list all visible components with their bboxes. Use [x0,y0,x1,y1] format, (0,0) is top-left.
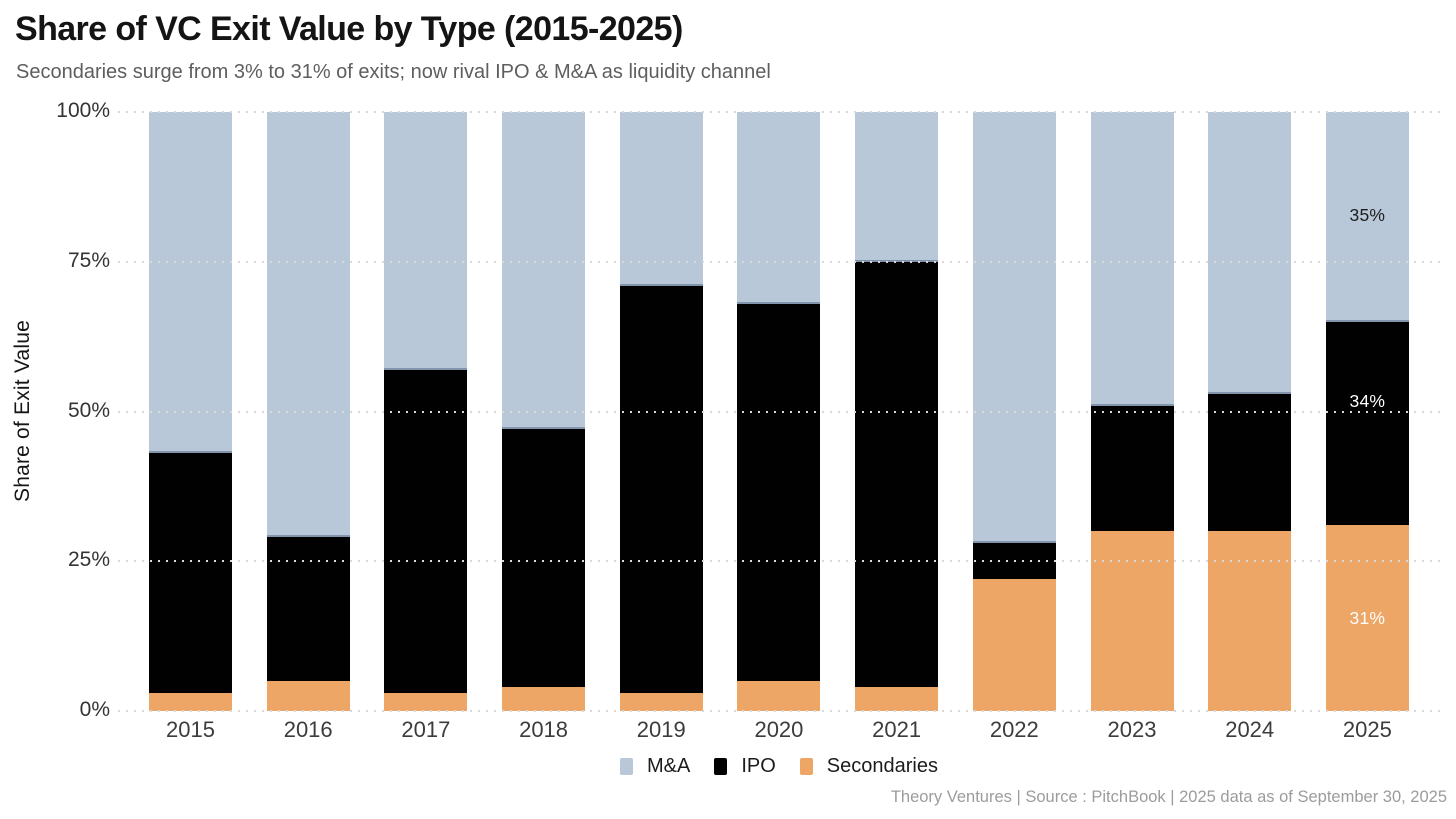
chart-title: Share of VC Exit Value by Type (2015-202… [15,10,683,48]
x-tick-2016: 2016 [283,717,333,742]
segment-mna-2018 [502,112,586,430]
y-tick-25: 25% [67,548,110,572]
segment-secondaries-2015 [149,693,232,711]
x-tick-2018: 2018 [519,717,569,742]
chart-subtitle: Secondaries surge from 3% to 31% of exit… [16,61,771,83]
bar-2017: 2017 [384,112,468,742]
segment-mna-2016 [266,112,350,538]
y-tick-75: 75% [67,248,110,272]
plot-area: 2015 2016 2017 2018 2019 2020 2021 2022 2023 2024… [118,111,1440,742]
bar-2019: 2019 [619,112,703,742]
gridline-0 [118,710,1440,712]
bar-2021: 2021 [855,112,939,742]
segment-secondaries-2016 [266,681,350,711]
y-tick-100: 100% [56,99,110,122]
gridline-75 [118,260,1440,263]
x-tick-2025: 2025 [1342,717,1392,742]
segment-secondaries-2019 [619,693,703,711]
segment-ipo-2025: 34% [1325,321,1409,526]
bar-2025: 31% 34% 35% 2025 [1325,112,1409,742]
x-tick-2015: 2015 [166,717,215,742]
segment-secondaries-2018 [502,687,586,711]
value-label-ipo-2025: 34% [1349,390,1386,411]
segment-ipo-2020 [737,303,821,682]
legend-swatch-secondaries [799,758,813,775]
gridline-50 [118,410,1440,413]
x-tick-2022: 2022 [989,717,1039,742]
bars-container: 2015 2016 2017 2018 2019 2020 2021 2022 2023 2024… [118,112,1440,742]
bar-2018: 2018 [502,112,586,742]
x-tick-2017: 2017 [401,717,451,742]
segment-mna-2023 [1090,112,1174,406]
segment-ipo-2019 [619,285,703,694]
legend-swatch-mna [620,758,633,775]
segment-ipo-2018 [502,429,586,688]
legend-label-mna: M&A [647,755,691,777]
segment-mna-2022 [972,112,1056,544]
y-tick-0: 0% [79,698,110,721]
legend-label-ipo: IPO [741,755,776,777]
gridline-25 [118,560,1440,563]
x-tick-2023: 2023 [1107,717,1157,742]
segment-ipo-2016 [266,537,350,682]
footer-credit: Theory Ventures | Source : PitchBook | 2… [890,788,1447,806]
segment-secondaries-2020 [737,681,821,711]
x-tick-2019: 2019 [636,717,686,742]
segment-ipo-2021 [855,261,939,688]
segment-ipo-2017 [384,369,468,694]
segment-mna-2021 [855,112,939,262]
segment-mna-2017 [384,112,468,370]
segment-mna-2020 [737,112,821,304]
x-tick-2021: 2021 [872,717,922,742]
bar-2015: 2015 [149,112,232,742]
legend: M&A IPO Secondaries [118,755,1440,778]
segment-secondaries-2017 [384,693,468,711]
segment-mna-2015 [149,112,232,454]
y-tick-50: 50% [67,398,110,422]
segment-mna-2019 [619,112,703,286]
segment-mna-2025: 35% [1325,112,1409,322]
legend-item-secondaries: Secondaries [799,755,938,778]
x-tick-2020: 2020 [754,717,804,742]
segment-ipo-2023 [1090,405,1174,532]
segment-secondaries-2023 [1090,531,1174,711]
legend-item-mna: M&A [620,755,690,778]
segment-ipo-2024 [1208,393,1292,532]
segment-ipo-2015 [149,453,232,694]
gridline-100 [118,111,1440,113]
segment-secondaries-2021 [855,687,939,711]
bar-2020: 2020 [737,112,821,742]
segment-secondaries-2024 [1208,531,1292,711]
value-label-mna-2025: 35% [1349,205,1386,226]
value-label-secondaries-2025: 31% [1349,607,1386,628]
segment-mna-2024 [1208,112,1292,394]
legend-item-ipo: IPO [714,755,776,778]
legend-swatch-ipo [714,758,728,775]
x-tick-2024: 2024 [1225,717,1275,742]
bar-2016: 2016 [266,112,350,742]
segment-secondaries-2025: 31% [1325,525,1409,711]
legend-label-secondaries: Secondaries [826,755,938,777]
segment-secondaries-2022 [972,579,1056,711]
